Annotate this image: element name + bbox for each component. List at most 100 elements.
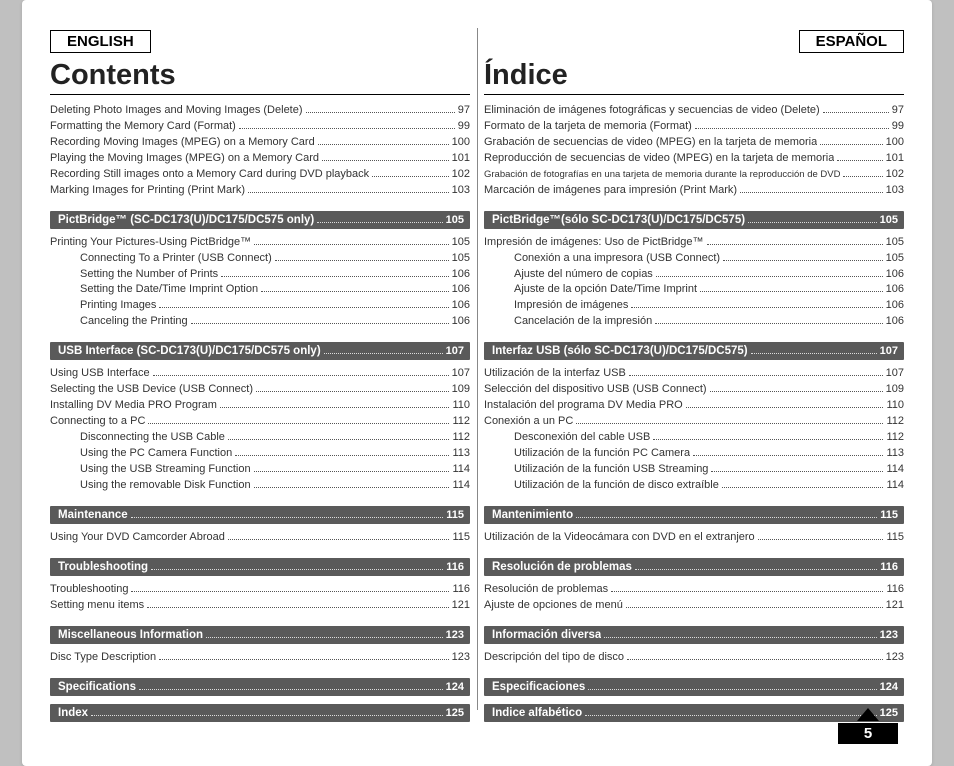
- section-title: Información diversa: [492, 629, 601, 641]
- toc-right: Eliminación de imágenes fotográficas y s…: [484, 103, 904, 722]
- section-page: 123: [880, 629, 898, 641]
- page-number: 5: [838, 723, 898, 744]
- toc-entry-page: 102: [452, 167, 470, 183]
- toc-entry: Connecting to a PC112: [50, 414, 470, 430]
- toc-entry-title: Ajuste del número de copias: [514, 267, 653, 283]
- toc-entry: Printing Images106: [50, 298, 470, 314]
- leader-dots: [131, 517, 444, 518]
- section-page: 107: [446, 345, 464, 357]
- leader-dots: [635, 569, 877, 570]
- leader-dots: [722, 487, 884, 488]
- leader-dots: [585, 715, 877, 716]
- toc-entry-page: 101: [886, 151, 904, 167]
- leader-dots: [206, 637, 443, 638]
- section-title: Resolución de problemas: [492, 561, 632, 573]
- leader-dots: [228, 439, 450, 440]
- leader-dots: [153, 375, 449, 376]
- toc-entry-title: Utilización de la función USB Streaming: [514, 462, 708, 478]
- page-number-block: 5: [838, 708, 898, 748]
- toc-entry-title: Disconnecting the USB Cable: [80, 430, 225, 446]
- toc-entry: Installing DV Media PRO Program110: [50, 398, 470, 414]
- leader-dots: [695, 128, 889, 129]
- leader-dots: [655, 323, 882, 324]
- toc-entry-title: Conexión a una impresora (USB Connect): [514, 251, 720, 267]
- toc-entry-title: Using USB Interface: [50, 366, 150, 382]
- toc-entry: Marking Images for Printing (Print Mark)…: [50, 183, 470, 199]
- toc-entry-page: 107: [452, 366, 470, 382]
- section-title: PictBridge™ (SC-DC173(U)/DC175/DC575 onl…: [58, 214, 314, 226]
- leader-dots: [261, 291, 449, 292]
- toc-entry-title: Marcación de imágenes para impresión (Pr…: [484, 183, 737, 199]
- section-bar: Especificaciones124: [484, 678, 904, 696]
- leader-dots: [626, 607, 883, 608]
- section-title: Especificaciones: [492, 681, 585, 693]
- toc-entry-page: 109: [886, 382, 904, 398]
- leader-dots: [254, 471, 450, 472]
- leader-dots: [576, 423, 883, 424]
- leader-dots: [239, 128, 455, 129]
- right-column: ESPAÑOL Índice Eliminación de imágenes f…: [484, 30, 904, 746]
- toc-entry: Descripción del tipo de disco123: [484, 650, 904, 666]
- leader-dots: [707, 244, 883, 245]
- leader-dots: [686, 407, 884, 408]
- toc-entry: Recording Still images onto a Memory Car…: [50, 167, 470, 183]
- leader-dots: [254, 487, 450, 488]
- section-bar: PictBridge™ (SC-DC173(U)/DC175/DC575 onl…: [50, 211, 470, 229]
- toc-entry-page: 114: [452, 462, 470, 478]
- toc-entry: Setting menu items 121: [50, 598, 470, 614]
- section-page: 116: [446, 561, 464, 573]
- toc-entry: Eliminación de imágenes fotográficas y s…: [484, 103, 904, 119]
- toc-entry-title: Setting menu items: [50, 598, 144, 614]
- section-page: 105: [446, 214, 464, 226]
- toc-entry-page: 113: [886, 446, 904, 462]
- toc-entry-page: 105: [452, 235, 470, 251]
- toc-entry: Formatting the Memory Card (Format)99: [50, 119, 470, 135]
- lang-wrap: ESPAÑOL: [484, 30, 904, 59]
- toc-entry: Desconexión del cable USB112: [484, 430, 904, 446]
- section-bar: Index125: [50, 704, 470, 722]
- toc-entry: Recording Moving Images (MPEG) on a Memo…: [50, 135, 470, 151]
- toc-entry-page: 106: [452, 282, 470, 298]
- toc-entry: Printing Your Pictures-Using PictBridge™…: [50, 235, 470, 251]
- toc-entry: Disc Type Description123: [50, 650, 470, 666]
- toc-entry: Playing the Moving Images (MPEG) on a Me…: [50, 151, 470, 167]
- toc-entry: Conexión a un PC112: [484, 414, 904, 430]
- toc-entry-title: Recording Still images onto a Memory Car…: [50, 167, 369, 183]
- toc-entry-page: 106: [886, 298, 904, 314]
- section-page: 124: [446, 681, 464, 693]
- toc-entry: Connecting To a Printer (USB Connect) 105: [50, 251, 470, 267]
- toc-entry: Impresión de imágenes: Uso de PictBridge…: [484, 235, 904, 251]
- toc-entry: Instalación del programa DV Media PRO110: [484, 398, 904, 414]
- toc-entry-page: 110: [886, 398, 904, 414]
- toc-entry-title: Printing Your Pictures-Using PictBridge™: [50, 235, 251, 251]
- section-bar: PictBridge™(sólo SC-DC173(U)/DC175/DC575…: [484, 211, 904, 229]
- toc-entry-title: Cancelación de la impresión: [514, 314, 652, 330]
- toc-entry-title: Setting the Number of Prints: [80, 267, 218, 283]
- leader-dots: [318, 144, 449, 145]
- toc-entry: Utilización de la interfaz USB107: [484, 366, 904, 382]
- toc-entry-page: 121: [452, 598, 470, 614]
- section-title: Specifications: [58, 681, 136, 693]
- toc-entry-page: 106: [886, 314, 904, 330]
- toc-entry-page: 106: [452, 314, 470, 330]
- leader-dots: [758, 539, 884, 540]
- toc-entry-title: Connecting To a Printer (USB Connect): [80, 251, 272, 267]
- toc-entry-title: Selecting the USB Device (USB Connect): [50, 382, 253, 398]
- toc-entry-title: Troubleshooting: [50, 582, 128, 598]
- toc-entry-title: Utilización de la Videocámara con DVD en…: [484, 530, 755, 546]
- section-title: Miscellaneous Information: [58, 629, 203, 641]
- toc-entry: Using Your DVD Camcorder Abroad115: [50, 530, 470, 546]
- section-bar: Troubleshooting116: [50, 558, 470, 576]
- toc-entry-page: 106: [886, 282, 904, 298]
- leader-dots: [159, 307, 448, 308]
- toc-entry: Resolución de problemas116: [484, 582, 904, 598]
- leader-dots: [820, 144, 882, 145]
- toc-entry: Canceling the Printing106: [50, 314, 470, 330]
- toc-entry: Using the USB Streaming Function114: [50, 462, 470, 478]
- toc-entry-title: Ajuste de opciones de menú: [484, 598, 623, 614]
- toc-entry-page: 105: [452, 251, 470, 267]
- leader-dots: [317, 222, 442, 223]
- section-bar: Maintenance115: [50, 506, 470, 524]
- leader-dots: [306, 112, 455, 113]
- toc-entry-title: Using Your DVD Camcorder Abroad: [50, 530, 225, 546]
